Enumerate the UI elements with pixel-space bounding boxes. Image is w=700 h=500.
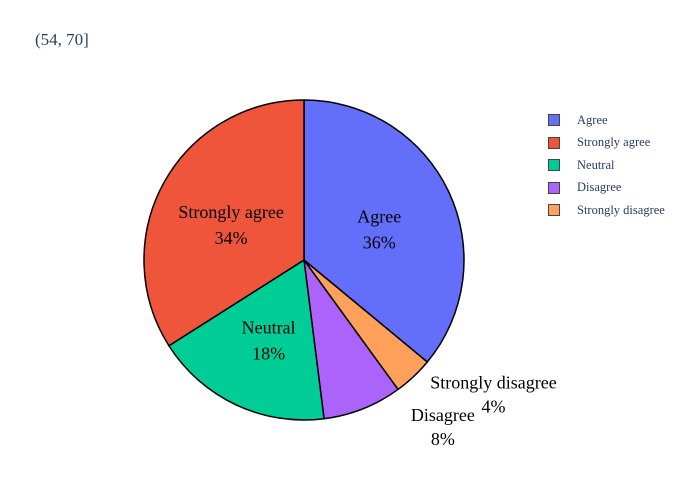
- legend-label: Strongly disagree: [577, 202, 665, 217]
- legend-swatch: [548, 159, 560, 172]
- slice-percent-strongly-disagree: 4%: [482, 397, 506, 417]
- legend-item-strongly-disagree[interactable]: Strongly disagree: [548, 199, 665, 222]
- slice-label-neutral: Neutral: [242, 317, 296, 337]
- slice-percent-strongly-agree: 34%: [215, 228, 248, 248]
- legend-swatch: [548, 181, 560, 194]
- pie-slices: [143, 99, 465, 421]
- legend-label: Disagree: [577, 180, 622, 195]
- legend-label: Strongly agree: [577, 135, 651, 150]
- pie-slice-neutral[interactable]: [168, 259, 325, 421]
- slice-percent-neutral: 18%: [252, 343, 285, 363]
- slice-label-strongly-disagree: Strongly disagree: [430, 373, 556, 393]
- pie-slice-agree[interactable]: [303, 99, 465, 363]
- legend-swatch: [548, 204, 560, 217]
- legend-label: Agree: [577, 112, 608, 127]
- legend-item-disagree[interactable]: Disagree: [548, 177, 665, 200]
- pie-slice-strongly-agree[interactable]: [143, 99, 305, 347]
- legend-item-strongly-agree[interactable]: Strongly agree: [548, 132, 665, 155]
- pie-labels: Agree 36% Strongly disagree 4% Disagree 8% Neu…: [178, 202, 556, 449]
- legend-item-neutral[interactable]: Neutral: [548, 154, 665, 177]
- slice-label-disagree: Disagree: [411, 405, 475, 425]
- legend-item-agree[interactable]: Agree: [548, 109, 665, 132]
- legend-swatch: [548, 114, 560, 127]
- chart-title: (54, 70]: [35, 30, 89, 49]
- legend-swatch: [548, 136, 560, 149]
- legend: Agree Strongly agree Neutral Disagree St…: [548, 109, 665, 222]
- slice-label-strongly-agree: Strongly agree: [178, 202, 283, 222]
- slice-percent-agree: 36%: [363, 233, 396, 253]
- slice-label-agree: Agree: [357, 207, 401, 227]
- slice-percent-disagree: 8%: [431, 429, 455, 449]
- legend-label: Neutral: [577, 157, 615, 172]
